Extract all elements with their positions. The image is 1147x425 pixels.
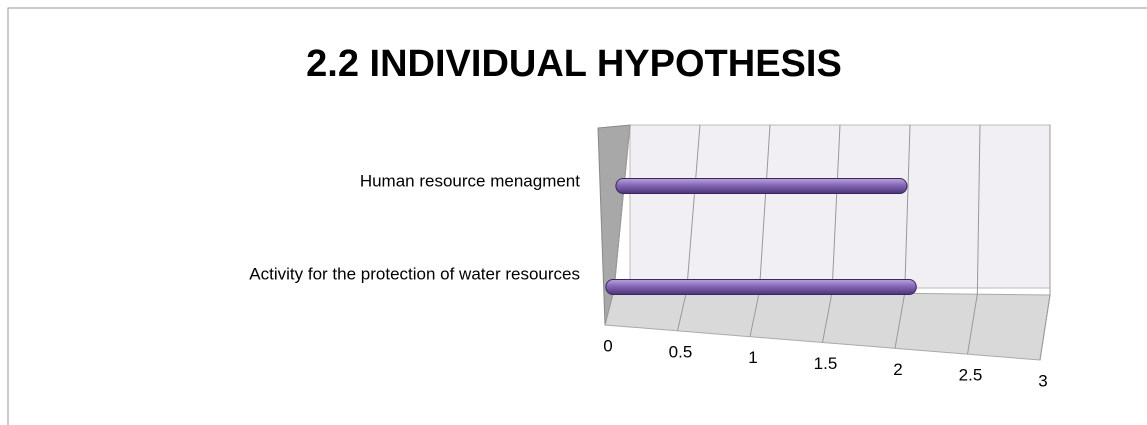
grid-line — [967, 124, 981, 355]
x-tick-label: 1.5 — [814, 354, 838, 373]
x-tick-label: 2.5 — [959, 366, 983, 385]
category-label: Human resource menagment — [360, 171, 580, 190]
x-tick-label: 3 — [1038, 371, 1047, 390]
category-label: Activity for the protection of water res… — [249, 264, 580, 283]
x-tick-label: 0.5 — [669, 342, 693, 361]
bar — [615, 178, 908, 194]
chart-title: 2.2 INDIVIDUAL HYPOTHESIS — [306, 43, 842, 85]
grid-line — [1039, 125, 1051, 361]
bar — [605, 279, 917, 295]
x-tick-label: 1 — [748, 348, 757, 367]
frame — [7, 7, 1147, 425]
x-tick-label: 2 — [893, 360, 902, 379]
x-tick-label: 0 — [603, 336, 612, 355]
